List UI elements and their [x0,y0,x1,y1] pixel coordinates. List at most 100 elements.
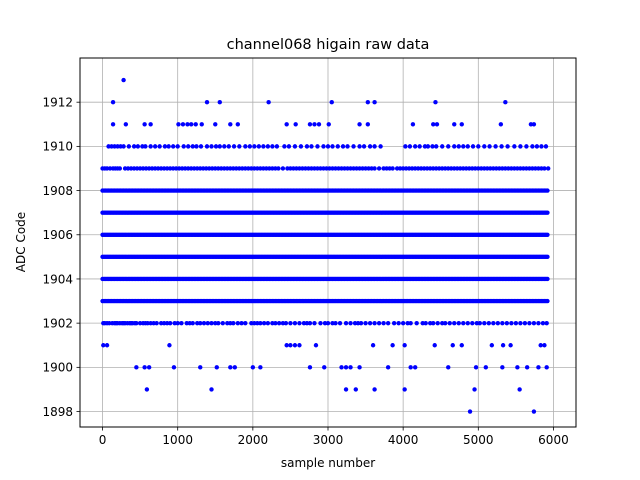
y-axis-label: ADC Code [14,212,28,272]
data-point [536,320,541,326]
data-point [315,144,320,149]
data-point [121,77,126,83]
data-point [219,166,224,171]
data-point [372,166,377,171]
data-point [146,166,152,171]
data-point [270,320,275,326]
data-point [189,166,194,171]
data-point [222,166,227,171]
data-point [340,144,346,149]
data-point [304,320,310,326]
data-point [372,387,377,392]
data-point [483,365,489,370]
data-point [397,166,403,171]
data-point [361,144,367,149]
data-point [146,365,152,370]
data-point [217,144,222,149]
data-point [276,166,281,171]
data-point [284,122,289,127]
y-tick-label: 1900 [42,361,73,375]
data-point [270,166,275,171]
x-tick-label: 3000 [313,433,344,447]
data-point [455,166,460,171]
data-point [210,166,215,171]
data-point [134,166,140,171]
data-point [180,166,185,171]
data-point [190,320,195,326]
data-point [288,343,293,348]
data-point [512,144,517,149]
data-point [367,320,373,326]
data-point [357,122,362,127]
data-point [264,166,269,171]
data-point [396,320,401,326]
data-point [428,166,433,171]
data-point [162,144,168,149]
data-point [148,144,153,149]
y-tick-label: 1906 [42,228,73,242]
data-point [235,320,241,326]
data-point [385,320,391,326]
data-point [354,166,359,171]
data-point [479,166,484,171]
data-point [365,122,371,127]
data-point [486,320,492,326]
data-point [531,409,537,414]
data-point [509,320,514,326]
data-point [358,320,364,326]
data-point [488,166,493,171]
data-point [239,320,244,326]
data-point [408,320,413,326]
data-point [226,144,231,149]
data-point [204,99,210,105]
data-point [216,166,221,171]
data-point [342,166,347,171]
data-point [470,144,476,149]
data-point [235,122,241,127]
data-point [485,166,490,171]
data-point [360,166,365,171]
x-tick-label: 5000 [463,433,494,447]
data-point [408,365,413,370]
data-point [189,122,194,127]
data-point [459,122,464,127]
data-point [336,166,341,171]
data-point [482,166,487,171]
data-point [187,320,192,326]
data-point [372,99,377,105]
data-point [274,144,280,149]
data-point [456,144,461,149]
data-point [266,99,271,105]
data-point [167,166,173,171]
data-point [231,320,236,326]
data-point [144,387,150,392]
data-point [265,320,271,326]
data-point [247,144,253,149]
data-point [544,320,549,326]
data-point [213,166,218,171]
data-point [110,99,116,105]
data-point [216,320,221,326]
data-point [545,254,550,260]
data-point [372,144,377,149]
data-point [140,166,146,171]
data-point [518,320,523,326]
data-point [198,166,203,171]
data-point [293,122,298,127]
data-point [131,166,137,171]
data-point [376,166,382,171]
x-tick-label: 1000 [162,433,193,447]
data-point [167,343,172,348]
data-point [125,166,131,171]
data-point [220,320,225,326]
data-point [321,144,326,149]
data-point [183,166,188,171]
data-point [474,320,479,326]
data-point [352,320,358,326]
data-point [237,144,242,149]
data-point [204,144,210,149]
data-point [164,320,170,326]
data-point [521,166,526,171]
data-point [425,144,431,149]
data-point [400,320,406,326]
